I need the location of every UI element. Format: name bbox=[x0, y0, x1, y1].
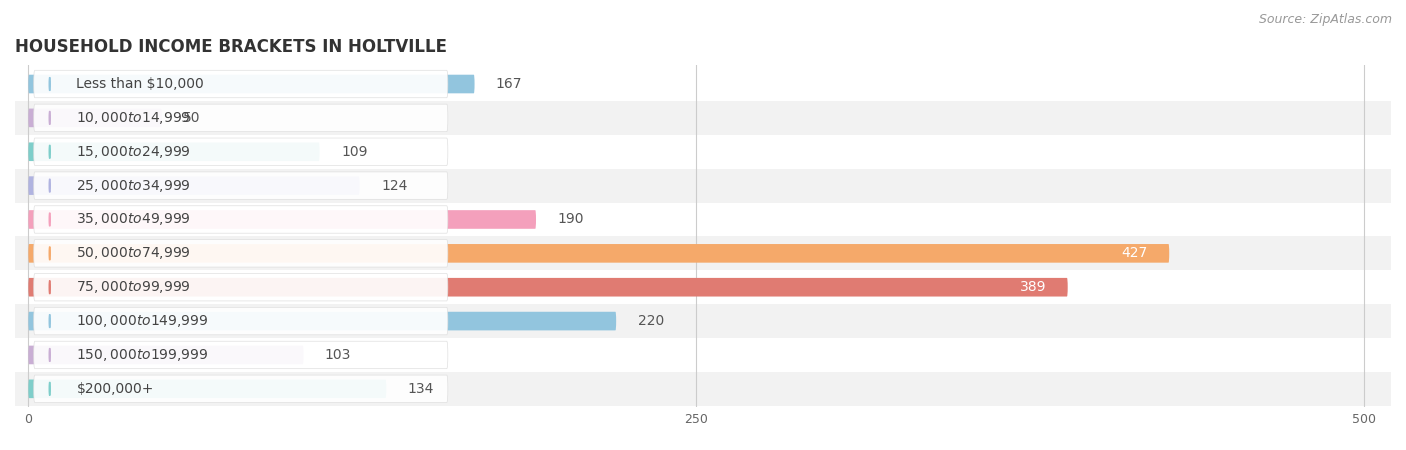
FancyBboxPatch shape bbox=[34, 240, 449, 267]
FancyBboxPatch shape bbox=[34, 375, 449, 403]
FancyBboxPatch shape bbox=[34, 104, 449, 131]
FancyBboxPatch shape bbox=[34, 138, 449, 166]
Bar bbox=[15, 202, 1391, 236]
Bar bbox=[15, 169, 1391, 202]
FancyBboxPatch shape bbox=[28, 210, 536, 229]
FancyBboxPatch shape bbox=[34, 206, 449, 233]
FancyBboxPatch shape bbox=[34, 172, 449, 199]
Bar bbox=[15, 236, 1391, 270]
Bar bbox=[15, 304, 1391, 338]
FancyBboxPatch shape bbox=[34, 70, 449, 98]
Bar bbox=[15, 270, 1391, 304]
Text: 427: 427 bbox=[1122, 246, 1147, 261]
FancyBboxPatch shape bbox=[28, 176, 360, 195]
Text: 124: 124 bbox=[381, 179, 408, 193]
FancyBboxPatch shape bbox=[28, 244, 1170, 263]
FancyBboxPatch shape bbox=[28, 278, 1067, 297]
Text: $75,000 to $99,999: $75,000 to $99,999 bbox=[76, 279, 191, 295]
Text: 50: 50 bbox=[183, 111, 201, 125]
Bar bbox=[15, 372, 1391, 406]
Text: $100,000 to $149,999: $100,000 to $149,999 bbox=[76, 313, 209, 329]
Text: $50,000 to $74,999: $50,000 to $74,999 bbox=[76, 245, 191, 261]
FancyBboxPatch shape bbox=[28, 346, 304, 364]
Bar bbox=[15, 135, 1391, 169]
Text: 103: 103 bbox=[325, 348, 352, 362]
Text: Less than $10,000: Less than $10,000 bbox=[76, 77, 204, 91]
Text: 167: 167 bbox=[496, 77, 523, 91]
Text: $10,000 to $14,999: $10,000 to $14,999 bbox=[76, 110, 191, 126]
FancyBboxPatch shape bbox=[28, 379, 387, 398]
FancyBboxPatch shape bbox=[34, 341, 449, 369]
FancyBboxPatch shape bbox=[28, 75, 475, 93]
Bar bbox=[15, 67, 1391, 101]
FancyBboxPatch shape bbox=[34, 307, 449, 335]
FancyBboxPatch shape bbox=[28, 143, 319, 161]
Text: Source: ZipAtlas.com: Source: ZipAtlas.com bbox=[1258, 14, 1392, 27]
Text: $35,000 to $49,999: $35,000 to $49,999 bbox=[76, 212, 191, 228]
FancyBboxPatch shape bbox=[28, 312, 616, 330]
Text: HOUSEHOLD INCOME BRACKETS IN HOLTVILLE: HOUSEHOLD INCOME BRACKETS IN HOLTVILLE bbox=[15, 37, 447, 55]
Text: $200,000+: $200,000+ bbox=[76, 382, 153, 396]
Text: 134: 134 bbox=[408, 382, 434, 396]
Text: $25,000 to $34,999: $25,000 to $34,999 bbox=[76, 178, 191, 194]
Text: 190: 190 bbox=[557, 212, 583, 226]
Text: 109: 109 bbox=[342, 145, 367, 159]
Text: $150,000 to $199,999: $150,000 to $199,999 bbox=[76, 347, 209, 363]
FancyBboxPatch shape bbox=[28, 108, 162, 127]
Bar bbox=[15, 338, 1391, 372]
Bar bbox=[15, 101, 1391, 135]
Text: 220: 220 bbox=[637, 314, 664, 328]
Text: $15,000 to $24,999: $15,000 to $24,999 bbox=[76, 144, 191, 160]
FancyBboxPatch shape bbox=[34, 274, 449, 301]
Text: 389: 389 bbox=[1019, 280, 1046, 294]
